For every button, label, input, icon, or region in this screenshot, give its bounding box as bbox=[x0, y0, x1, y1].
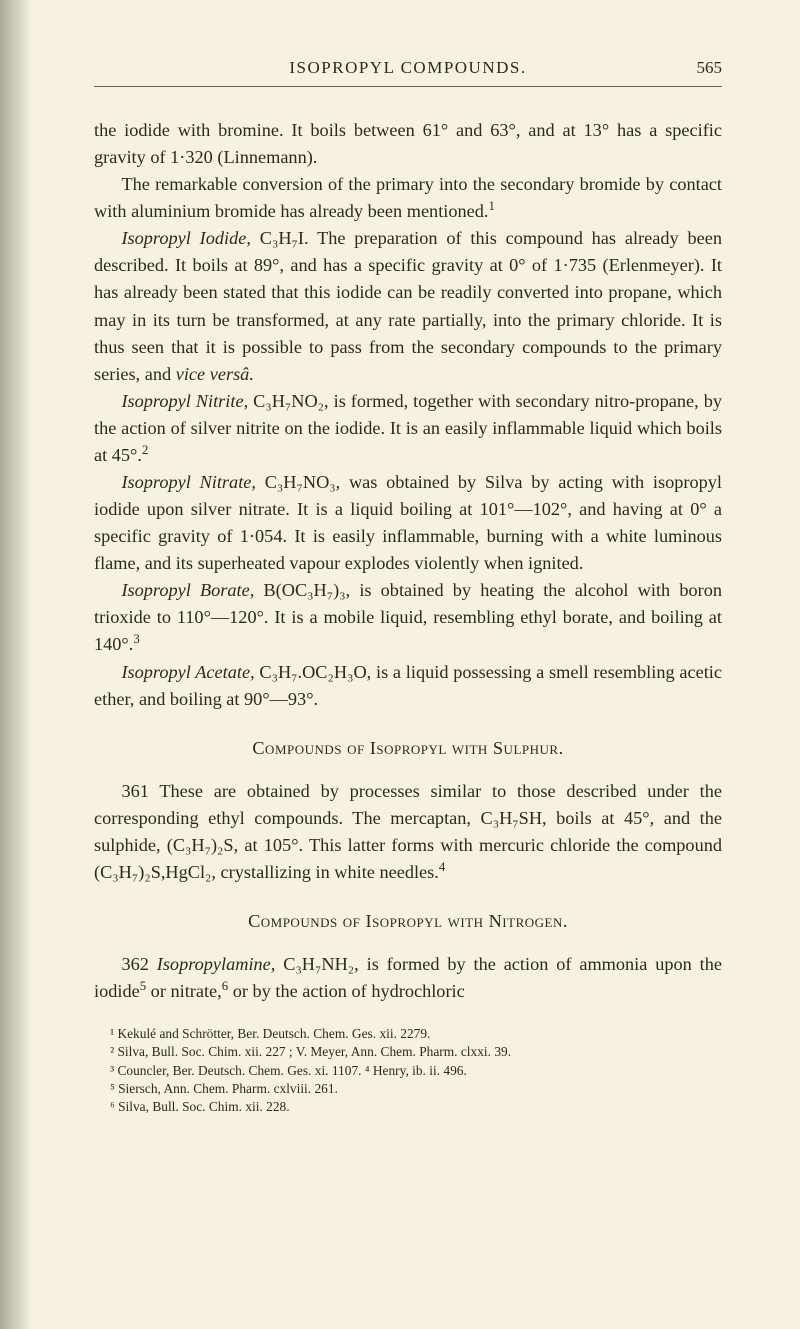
compound-name: Isopropyl Nitrate, bbox=[121, 472, 256, 492]
footnotes: ¹ Kekulé and Schrötter, Ber. Deutsch. Ch… bbox=[94, 1025, 722, 1115]
formula: C₃H₇NO₃, bbox=[256, 472, 349, 492]
running-title: ISOPROPYL COMPOUNDS. bbox=[142, 58, 674, 78]
footnote: ¹ Kekulé and Schrötter, Ber. Deutsch. Ch… bbox=[94, 1025, 722, 1043]
text: or nitrate, bbox=[146, 981, 222, 1001]
formula: B(OC₃H₇)₃, bbox=[254, 580, 359, 600]
text: The remarkable conversion of the primary… bbox=[94, 174, 722, 221]
compound-name: Isopropylamine, bbox=[149, 954, 276, 974]
paragraph: The remarkable conversion of the primary… bbox=[94, 171, 722, 225]
paragraph: Isopropyl Nitrate, C₃H₇NO₃, was obtained… bbox=[94, 469, 722, 577]
page: ISOPROPYL COMPOUNDS. 565 the iodide with… bbox=[0, 0, 800, 1329]
paragraph: 362 Isopropylamine, C₃H₇NH₂, is formed b… bbox=[94, 951, 722, 1005]
paragraph: Isopropyl Acetate, C₃H₇.OC₂H₃O, is a liq… bbox=[94, 659, 722, 713]
formula: C₃H₇NO₂, bbox=[248, 391, 333, 411]
footnote: ² Silva, Bull. Soc. Chim. xii. 227 ; V. … bbox=[94, 1043, 722, 1061]
compound-name: Isopropyl Nitrite, bbox=[121, 391, 248, 411]
header-rule bbox=[94, 86, 722, 87]
paragraph: Isopropyl Nitrite, C₃H₇NO₂, is formed, t… bbox=[94, 388, 722, 469]
section-heading: Compounds of Isopropyl with Nitrogen. bbox=[94, 908, 722, 935]
compound-name: Isopropyl Iodide, bbox=[121, 228, 251, 248]
text: the iodide with bromine. It boils betwee… bbox=[94, 120, 722, 167]
footnote: ³ Councler, Ber. Deutsch. Chem. Ges. xi.… bbox=[94, 1062, 722, 1080]
text: These are obtained by processes similar … bbox=[94, 781, 722, 882]
page-number: 565 bbox=[674, 58, 722, 78]
body-text: the iodide with bromine. It boils betwee… bbox=[94, 117, 722, 1005]
formula: C₃H₇I. bbox=[251, 228, 317, 248]
paragraph-number: 361 bbox=[121, 781, 148, 801]
footnote-ref: 4 bbox=[439, 860, 445, 874]
footnote-ref: 1 bbox=[488, 199, 494, 213]
footnote-ref: 3 bbox=[133, 632, 139, 646]
latin: vice versâ. bbox=[176, 364, 254, 384]
footnote-ref: 2 bbox=[142, 443, 148, 457]
paragraph: 361 These are obtained by processes simi… bbox=[94, 778, 722, 886]
formula: C₃H₇.OC₂H₃O, bbox=[255, 662, 376, 682]
text: or by the action of hydrochloric bbox=[228, 981, 465, 1001]
section-heading: Compounds of Isopropyl with Sulphur. bbox=[94, 735, 722, 762]
footnote: ⁶ Silva, Bull. Soc. Chim. xii. 228. bbox=[94, 1098, 722, 1116]
paragraph: Isopropyl Borate, B(OC₃H₇)₃, is obtained… bbox=[94, 577, 722, 658]
binding-shadow bbox=[0, 0, 32, 1329]
compound-name: Isopropyl Borate, bbox=[121, 580, 254, 600]
running-header: ISOPROPYL COMPOUNDS. 565 bbox=[94, 58, 722, 78]
text: The preparation of this compound has alr… bbox=[94, 228, 722, 383]
paragraph-number: 362 bbox=[121, 954, 148, 974]
paragraph: the iodide with bromine. It boils betwee… bbox=[94, 117, 722, 171]
compound-name: Isopropyl Acetate, bbox=[121, 662, 254, 682]
formula: C₃H₇NH₂, bbox=[275, 954, 366, 974]
footnote: ⁵ Siersch, Ann. Chem. Pharm. cxlviii. 26… bbox=[94, 1080, 722, 1098]
paragraph: Isopropyl Iodide, C₃H₇I. The preparation… bbox=[94, 225, 722, 387]
